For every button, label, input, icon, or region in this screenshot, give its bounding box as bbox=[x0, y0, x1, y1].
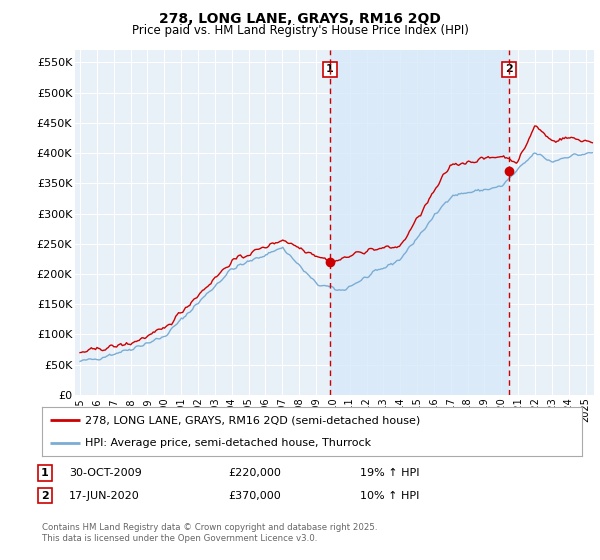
Text: 278, LONG LANE, GRAYS, RM16 2QD: 278, LONG LANE, GRAYS, RM16 2QD bbox=[159, 12, 441, 26]
Text: £370,000: £370,000 bbox=[228, 491, 281, 501]
Text: 10% ↑ HPI: 10% ↑ HPI bbox=[360, 491, 419, 501]
Text: HPI: Average price, semi-detached house, Thurrock: HPI: Average price, semi-detached house,… bbox=[85, 438, 371, 448]
Text: 1: 1 bbox=[41, 468, 49, 478]
Text: 30-OCT-2009: 30-OCT-2009 bbox=[69, 468, 142, 478]
Text: 17-JUN-2020: 17-JUN-2020 bbox=[69, 491, 140, 501]
Text: 19% ↑ HPI: 19% ↑ HPI bbox=[360, 468, 419, 478]
Text: Contains HM Land Registry data © Crown copyright and database right 2025.
This d: Contains HM Land Registry data © Crown c… bbox=[42, 524, 377, 543]
Text: 2: 2 bbox=[505, 64, 513, 74]
Text: 278, LONG LANE, GRAYS, RM16 2QD (semi-detached house): 278, LONG LANE, GRAYS, RM16 2QD (semi-de… bbox=[85, 416, 421, 426]
Text: £220,000: £220,000 bbox=[228, 468, 281, 478]
Text: Price paid vs. HM Land Registry's House Price Index (HPI): Price paid vs. HM Land Registry's House … bbox=[131, 24, 469, 37]
Text: 1: 1 bbox=[326, 64, 334, 74]
Bar bbox=[330, 50, 509, 395]
Text: 2: 2 bbox=[41, 491, 49, 501]
